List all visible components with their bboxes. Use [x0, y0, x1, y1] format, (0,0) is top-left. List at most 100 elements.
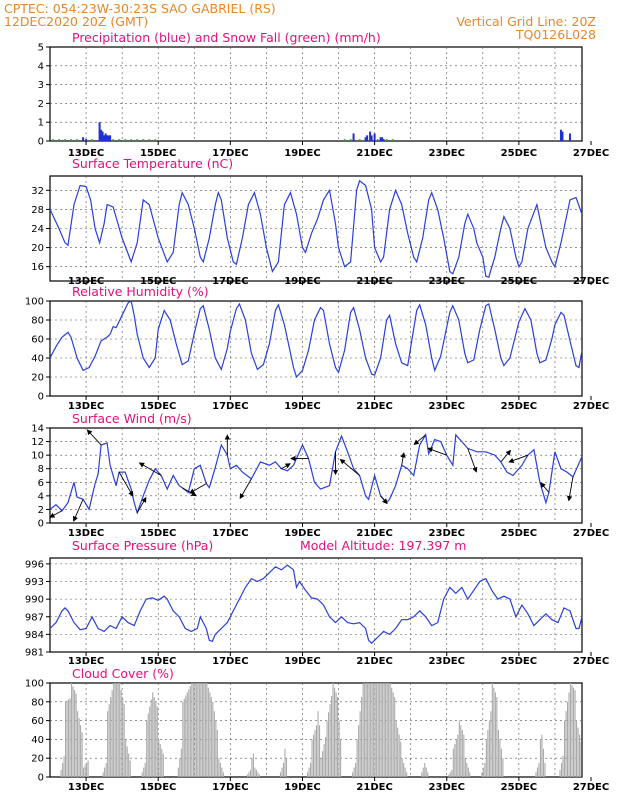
cloud-bar	[285, 758, 288, 777]
wind-arrow	[189, 483, 207, 494]
cloud-bar	[117, 683, 119, 777]
x-tick-label: 21DEC	[356, 276, 392, 287]
cloud-bar	[463, 734, 465, 777]
y-tick-label: 0	[38, 137, 44, 148]
grid-note: Vertical Grid Line: 20Z	[456, 14, 596, 29]
cloud-bar	[494, 692, 496, 777]
cloud-bar	[215, 720, 217, 777]
snow-bar	[148, 139, 151, 141]
cloud-bar	[77, 711, 79, 777]
cloud-bar	[373, 683, 375, 777]
cloud-bar	[105, 762, 107, 777]
cloud-bar	[329, 704, 331, 777]
snow-bar	[136, 139, 139, 141]
cloud-bar	[78, 718, 80, 777]
cloud-bar	[147, 713, 149, 777]
cloud-bar	[81, 732, 83, 777]
cloud-bar	[126, 746, 128, 777]
cloud-bar	[544, 762, 546, 777]
x-tick-label: 25DEC	[501, 276, 537, 287]
cloud-bar	[107, 711, 109, 777]
cloud-bar	[469, 772, 471, 777]
cloud-bar	[189, 686, 191, 777]
wind-arrow	[339, 458, 360, 476]
cloud-bar	[186, 692, 188, 777]
precip-bar	[106, 135, 109, 141]
cloud-bar	[460, 725, 462, 777]
cloud-bar	[538, 762, 540, 777]
y-tick-label: 0	[38, 773, 44, 784]
wind-arrow	[118, 471, 134, 497]
snow-bar	[64, 139, 67, 141]
cloud-bar	[207, 687, 209, 777]
cloud-bar	[80, 725, 82, 777]
cloud-bar	[334, 687, 336, 777]
snow-bar	[118, 139, 121, 141]
precip-bar	[370, 135, 373, 141]
cloud-bar	[383, 683, 385, 777]
snow-bar	[142, 139, 145, 141]
precip-bar	[82, 137, 85, 141]
cloud-bar	[111, 690, 113, 777]
panel-6: Cloud Cover (%) 0 20 40 60 80 100 13DEC 15DEC 17D…	[25, 666, 609, 793]
cloud-bar	[314, 730, 316, 777]
cloud-bar	[491, 683, 493, 777]
x-tick-label: 23DEC	[429, 401, 465, 412]
cloud-bar	[401, 758, 403, 777]
snow-bar	[349, 139, 352, 141]
cloud-bar	[458, 720, 460, 777]
cloud-bar	[222, 772, 224, 777]
precip-bar	[366, 135, 369, 141]
cloud-bar	[72, 686, 74, 777]
y-tick-label: 12	[31, 437, 44, 448]
panel-1: Precipitation (blue) and Snow Fall (gree…	[38, 30, 610, 159]
cloud-bar	[128, 753, 130, 777]
cloud-bar	[380, 683, 382, 777]
cloud-bar	[572, 687, 575, 777]
x-tick-label: 13DEC	[68, 401, 104, 412]
wind-arrow	[281, 463, 291, 470]
cloud-bar	[559, 769, 561, 777]
cloud-bar	[246, 774, 248, 777]
cloud-bar	[116, 683, 118, 777]
x-tick-label: 17DEC	[212, 401, 248, 412]
cloud-bar	[395, 720, 397, 777]
cloud-bar	[404, 767, 406, 777]
cloud-bar	[152, 692, 154, 777]
precip-bar	[352, 133, 355, 141]
y-tick-label: 1	[38, 118, 44, 129]
cloud-bar	[156, 706, 158, 777]
cloud-bar	[403, 762, 405, 777]
panel-frame	[49, 557, 583, 653]
cloud-bar	[62, 762, 64, 777]
cloud-bar	[306, 772, 309, 777]
y-tick-label: 100	[25, 297, 44, 308]
x-tick-label: 21DEC	[356, 528, 392, 539]
cloud-bar	[326, 720, 328, 777]
series-line	[49, 300, 583, 379]
wind-arrow	[86, 429, 102, 446]
cloud-bar	[182, 701, 184, 777]
cloud-bar	[153, 697, 155, 777]
cloud-bar	[374, 683, 376, 777]
cloud-bar	[206, 683, 208, 777]
cloud-bar	[455, 739, 457, 777]
wind-arrow	[566, 476, 574, 502]
cloud-bar	[448, 774, 450, 777]
x-tick-label: 23DEC	[429, 528, 465, 539]
cloud-bar	[149, 706, 151, 777]
cloud-bar	[541, 734, 543, 777]
cloud-bar	[364, 683, 366, 777]
cloud-bar	[258, 774, 260, 777]
cloud-bar	[542, 748, 545, 777]
cloud-bar	[481, 772, 483, 777]
cloud-bar	[466, 762, 468, 777]
cloud-bar	[571, 685, 573, 777]
precip-bar	[373, 133, 376, 141]
cloud-bar	[457, 734, 459, 777]
cloud-bar	[569, 683, 572, 777]
cloud-bar	[499, 739, 501, 777]
cloud-bar	[203, 683, 205, 777]
cloud-bar	[185, 695, 187, 777]
cloud-bar	[338, 720, 340, 777]
